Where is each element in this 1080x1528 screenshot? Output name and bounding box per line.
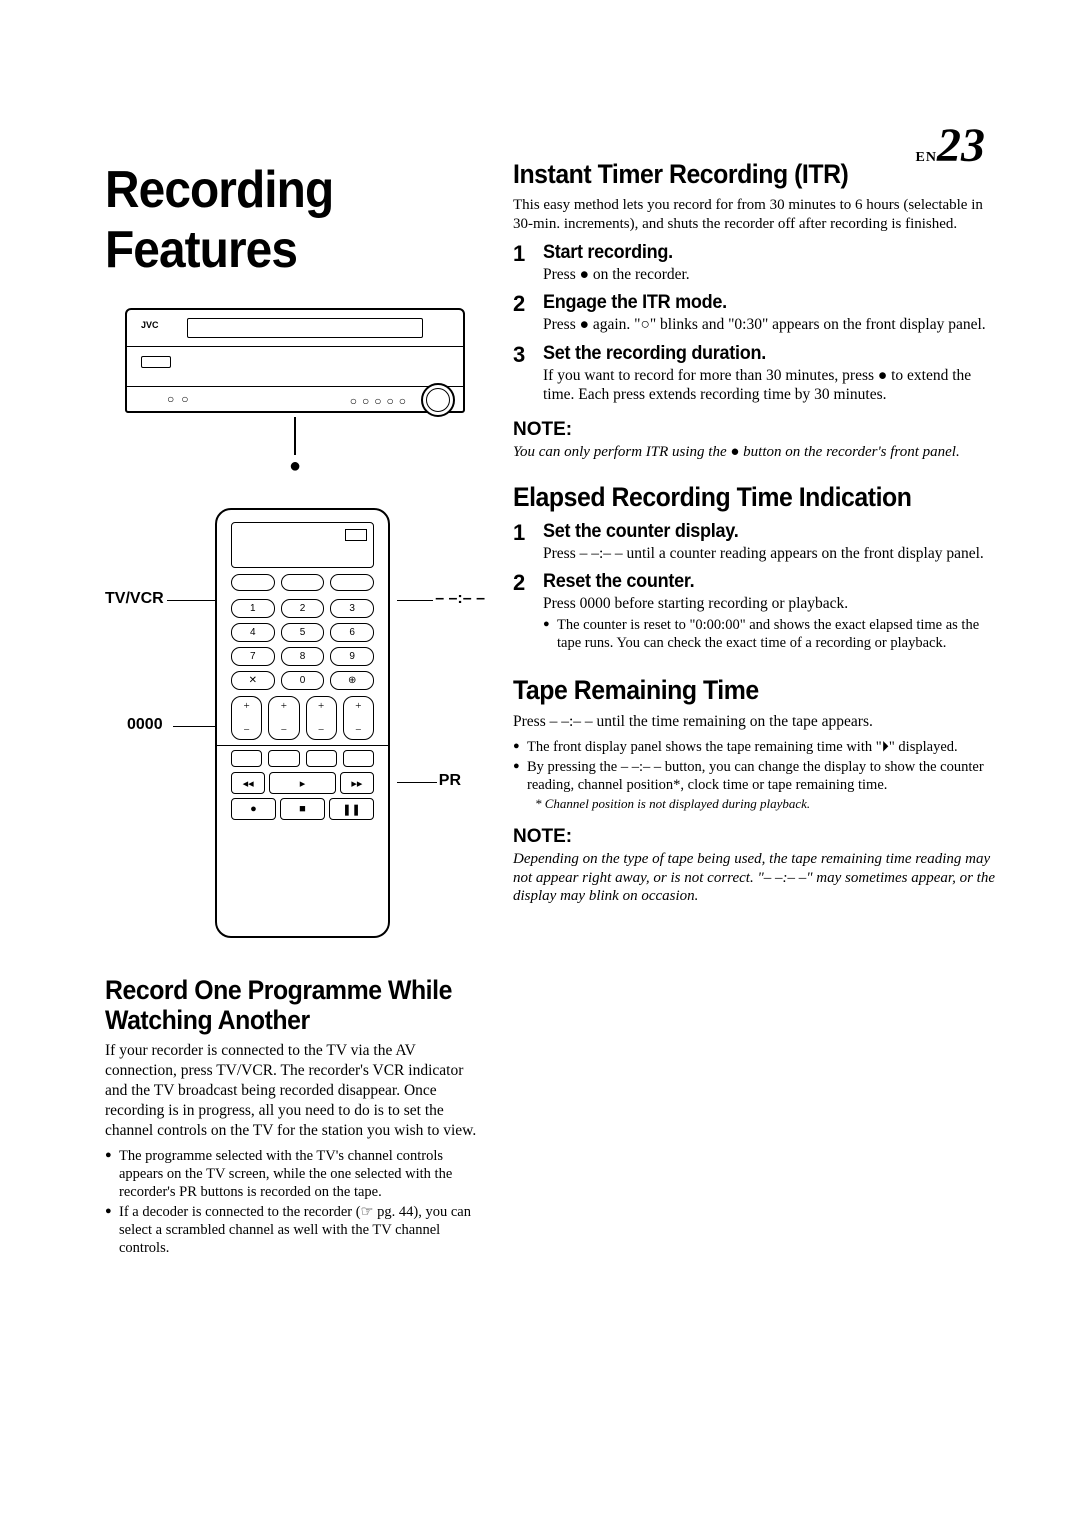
note1-body: You can only perform ITR using the ● but… (513, 443, 995, 462)
ert-step2-body: Press 0000 before starting recording or … (543, 594, 995, 613)
step-3-body: If you want to record for more than 30 m… (543, 366, 995, 405)
ert-step1-title: Set the counter display. (543, 521, 962, 543)
vcr-brand: JVC (141, 320, 159, 330)
trt-heading: Tape Remaining Time (513, 676, 956, 706)
record-one-bullet1: The programme selected with the TV's cha… (105, 1147, 485, 1201)
ert-step2-title: Reset the counter. (543, 571, 972, 593)
record-dot-icon: ● (289, 455, 301, 477)
remote-illustration: TV/VCR – –:– – 0000 PR 123 456 789 ✕0⊕ +… (105, 508, 485, 948)
step-3-title: Set the recording duration. (543, 343, 972, 365)
main-title: Recording Features (105, 160, 455, 280)
ert-step2-num: 2 (513, 571, 533, 654)
tvvcr-label: TV/VCR (105, 590, 164, 608)
step-2-title: Engage the ITR mode. (543, 292, 964, 314)
trt-footnote: * Channel position is not displayed duri… (513, 796, 995, 812)
step-3-num: 3 (513, 343, 533, 405)
ert-step1-body: Press – –:– – until a counter reading ap… (543, 544, 984, 563)
step-1-body: Press ● on the recorder. (543, 265, 690, 284)
record-one-body: If your recorder is connected to the TV … (105, 1041, 485, 1140)
step-2-num: 2 (513, 292, 533, 334)
ert-step1-num: 1 (513, 521, 533, 563)
reset-label: 0000 (127, 716, 163, 734)
itr-intro: This easy method lets you record for fro… (513, 196, 995, 234)
ert-step2-bullet: The counter is reset to "0:00:00" and sh… (543, 616, 995, 652)
itr-heading: Instant Timer Recording (ITR) (513, 160, 956, 190)
step-1-title: Start recording. (543, 242, 682, 264)
trt-bullet1: The front display panel shows the tape r… (513, 738, 995, 756)
pr-label: PR (439, 772, 461, 790)
note2-body: Depending on the type of tape being used… (513, 850, 995, 906)
counter-label: – –:– – (435, 590, 485, 608)
step-2-body: Press ● again. "○" blinks and "0:30" app… (543, 315, 986, 334)
record-one-heading: Record One Programme While Watching Anot… (105, 976, 455, 1035)
vcr-illustration: JVC ○ ○ ○ ○ ○ ○ ○ ● (125, 308, 465, 478)
note1-heading: NOTE: (513, 419, 995, 441)
trt-bullet2: By pressing the – –:– – button, you can … (513, 758, 995, 794)
note2-heading: NOTE: (513, 826, 995, 848)
ert-heading: Elapsed Recording Time Indication (513, 483, 956, 513)
record-one-bullet2: If a decoder is connected to the recorde… (105, 1203, 485, 1257)
step-1-num: 1 (513, 242, 533, 284)
trt-body: Press – –:– – until the time remaining o… (513, 712, 995, 732)
